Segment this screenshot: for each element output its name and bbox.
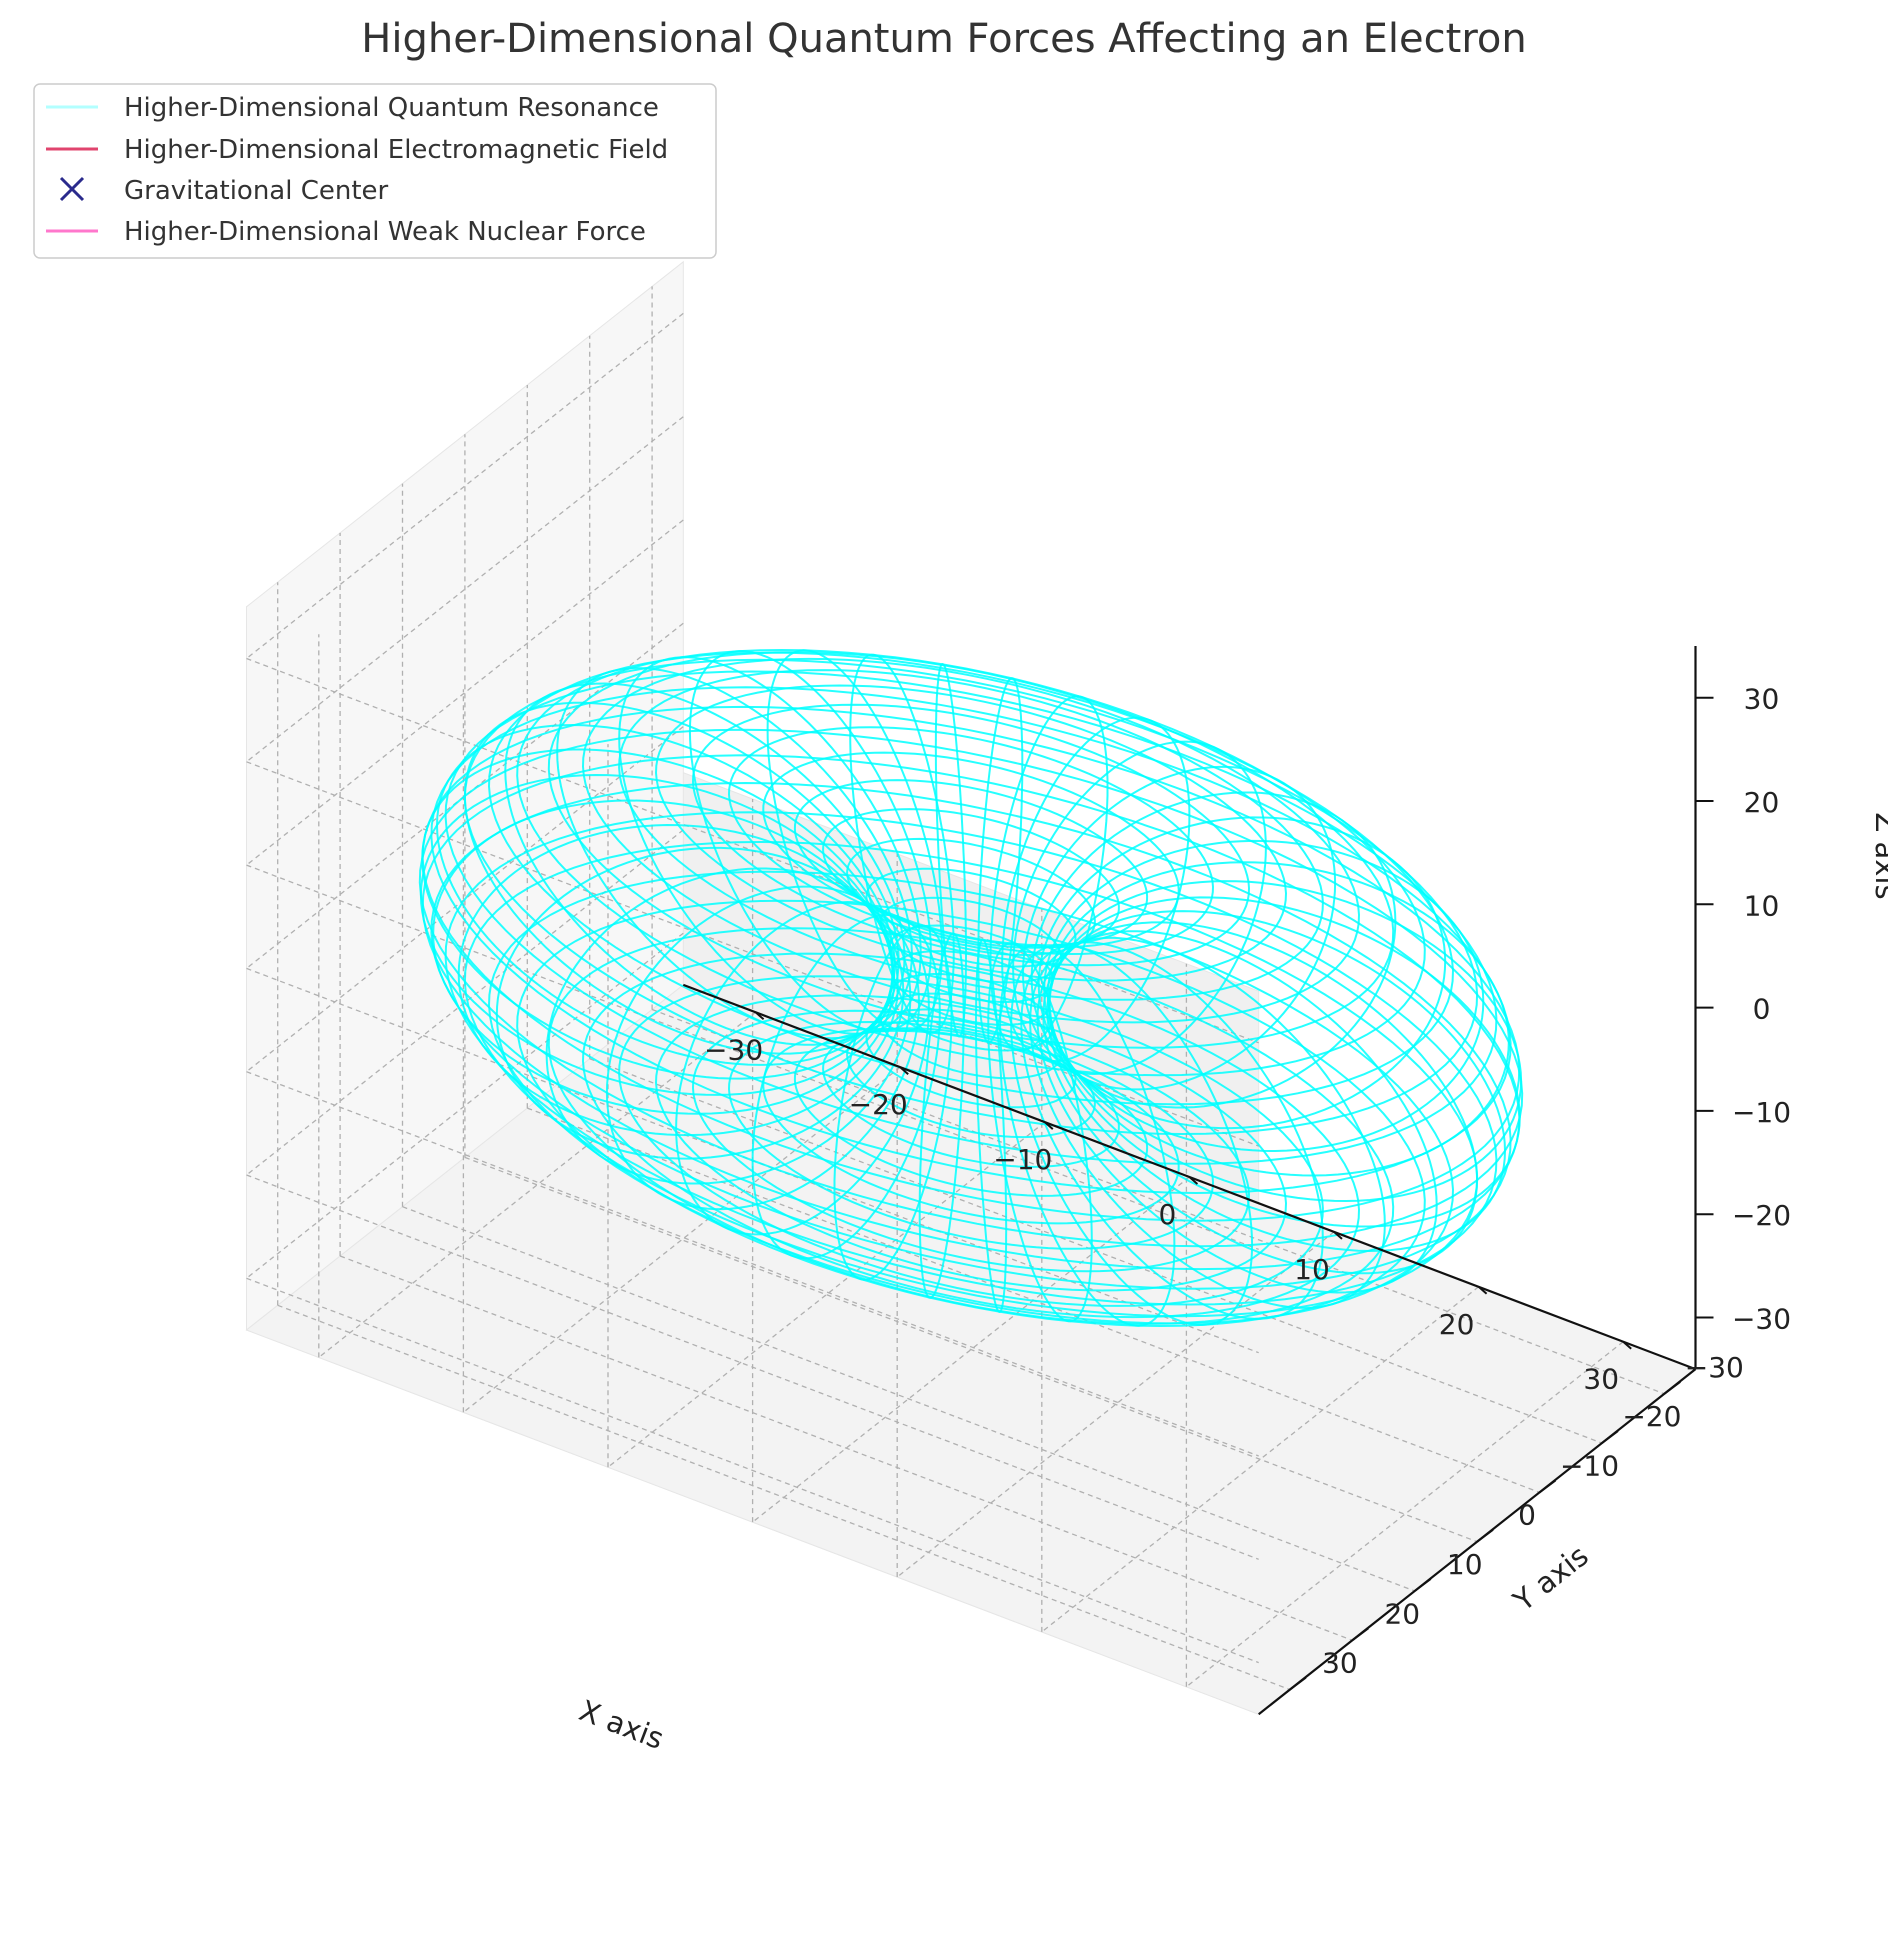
grid-left-z xyxy=(246,519,684,866)
grid-floor-y xyxy=(464,1156,1478,1543)
torus-parallel xyxy=(444,670,1498,1165)
legend: Higher-Dimensional Quantum Resonance Hig… xyxy=(33,83,717,259)
torus-parallel xyxy=(618,669,1324,1001)
torus-parallel xyxy=(846,837,1096,957)
torus-parallel xyxy=(691,703,1251,967)
z-tick-label: 10 xyxy=(1744,889,1780,922)
torus-parallel xyxy=(516,899,1426,1328)
torus-parallel xyxy=(822,1027,1120,1168)
legend-label-electromagnetic-field: Higher-Dimensional Electromagnetic Field xyxy=(124,135,668,165)
torus-parallel xyxy=(430,781,1512,1290)
grid-left-z xyxy=(246,829,684,1176)
torus-parallel xyxy=(762,1027,1180,1225)
x-tick-mark xyxy=(1622,1340,1632,1350)
x-tick-mark xyxy=(754,1011,765,1021)
x-tick-mark xyxy=(1333,1231,1343,1240)
torus-parallel xyxy=(865,867,1077,968)
z-tick-label: 20 xyxy=(1744,786,1780,819)
grid-floor-x xyxy=(462,1066,901,1413)
grid-left-z xyxy=(246,932,684,1279)
y-tick-label: 0 xyxy=(1518,1499,1536,1532)
grid-floor-y xyxy=(339,1255,1353,1641)
grid-left-z xyxy=(246,622,684,969)
x-tick-label: 20 xyxy=(1439,1308,1475,1341)
x-tick-label: −30 xyxy=(704,1033,763,1066)
y-tick-mark xyxy=(1476,1528,1494,1543)
torus-parallel xyxy=(421,754,1521,1271)
y-tick-mark xyxy=(1538,1479,1557,1494)
y-tick-label: 20 xyxy=(1384,1597,1420,1630)
torus-parallel xyxy=(487,870,1455,1325)
torus-parallel xyxy=(793,779,1149,947)
legend-box xyxy=(33,83,717,259)
torus-wireframe xyxy=(418,648,1524,1328)
y-tick-label: −20 xyxy=(1622,1400,1681,1433)
torus-parallel xyxy=(487,651,1455,1106)
x-tick-label: 10 xyxy=(1294,1253,1330,1286)
grid-left-z xyxy=(246,726,684,1073)
z-tick-label: −20 xyxy=(1732,1199,1791,1232)
x-tick-label: −20 xyxy=(849,1088,908,1121)
torus-parallel xyxy=(727,1020,1215,1250)
torus-parallel xyxy=(691,1009,1251,1273)
torus-parallel xyxy=(463,840,1479,1318)
legend-label-weak-nuclear-force: Higher-Dimensional Weak Nuclear Force xyxy=(124,217,646,247)
grid-floor-x xyxy=(896,1231,1335,1578)
y-tick-mark xyxy=(1601,1430,1619,1444)
grid-floor-x xyxy=(1185,1341,1624,1688)
legend-label-gravitational-center: Gravitational Center xyxy=(124,176,389,206)
torus-parallel xyxy=(654,684,1288,982)
x-tick-label: 30 xyxy=(1583,1363,1619,1396)
grid-floor-y xyxy=(402,1206,1415,1592)
torus-parallel xyxy=(516,648,1426,1077)
grid-back-z xyxy=(246,1174,1259,1560)
y-tick-mark xyxy=(1663,1381,1681,1395)
torus-parallel xyxy=(581,952,1361,1319)
y-tick-mark xyxy=(1289,1676,1307,1691)
grid-left-z xyxy=(246,312,684,660)
z-tick-label: −10 xyxy=(1732,1096,1791,1129)
grid-lines xyxy=(246,286,1665,1691)
torus-parallel xyxy=(421,705,1521,1222)
torus-parallel xyxy=(581,657,1361,1024)
grid-floor-x xyxy=(1041,1286,1480,1633)
grid-left-z xyxy=(246,416,684,763)
grid-floor-x xyxy=(607,1121,1046,1468)
x-tick-mark xyxy=(1477,1286,1488,1295)
y-axis-label: Y axis xyxy=(1506,1538,1595,1618)
x-tick-mark xyxy=(1188,1176,1199,1185)
torus-parallel xyxy=(888,973,1054,1052)
x-tick-label: 0 xyxy=(1158,1198,1176,1231)
z-tick-label: 30 xyxy=(1744,683,1780,716)
y-tick-label: 30 xyxy=(1322,1647,1358,1680)
torus-parallel xyxy=(444,811,1498,1306)
grid-floor-x xyxy=(318,1011,757,1358)
x-axis-label: X axis xyxy=(575,1693,669,1756)
grid-back-z xyxy=(246,1277,1259,1664)
torus-parallel xyxy=(793,1029,1149,1197)
torus-parallel xyxy=(547,651,1395,1049)
y-tick-label: 10 xyxy=(1447,1548,1483,1581)
legend-label-quantum-resonance: Higher-Dimensional Quantum Resonance xyxy=(124,93,659,123)
y-tick-mark xyxy=(1414,1578,1432,1592)
legend-swatch-gravitational-center xyxy=(59,176,85,202)
y-tick-label: −10 xyxy=(1560,1449,1619,1482)
grid-floor-y xyxy=(277,1304,1291,1691)
z-axis-label: Z axis xyxy=(1869,812,1888,899)
y-tick-mark xyxy=(1351,1627,1369,1642)
torus-parallel xyxy=(654,994,1288,1292)
torus-parallel xyxy=(891,950,1051,1026)
torus-parallel xyxy=(618,975,1324,1307)
x-tick-label: −10 xyxy=(993,1143,1052,1176)
y-tick-label: −30 xyxy=(1685,1351,1744,1384)
x-tick-mark xyxy=(1044,1121,1054,1130)
grid-back-z xyxy=(246,1071,1259,1457)
z-tick-label: −30 xyxy=(1732,1303,1791,1336)
x-tick-mark xyxy=(899,1066,909,1075)
chart-title: Higher-Dimensional Quantum Forces Affect… xyxy=(361,16,1526,62)
z-tick-label: 0 xyxy=(1753,993,1771,1026)
